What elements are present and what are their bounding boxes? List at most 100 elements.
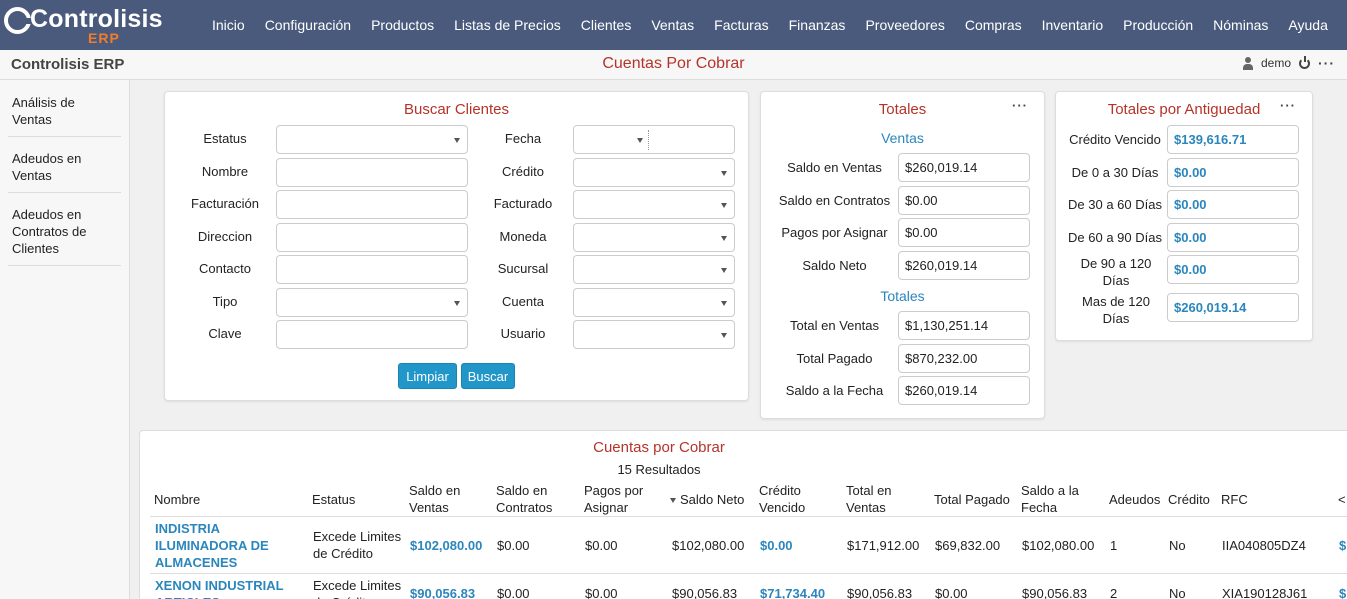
contacto-input[interactable] (276, 255, 468, 284)
col-header-credito[interactable]: Crédito (1168, 492, 1210, 507)
sidebar-item-adeudos-en-ventas[interactable]: Adeudos en Ventas (8, 137, 121, 193)
controlisis-logo[interactable]: Controlisis ERP (4, 4, 163, 46)
row-total-en-ventas: $171,912.00 (847, 538, 920, 553)
total-pagado-value: $870,232.00 (898, 344, 1030, 373)
clave-input[interactable] (276, 320, 468, 349)
col-header-saldo-en-ventas[interactable]: Saldo en Ventas (409, 483, 461, 515)
row-adeudos: 1 (1110, 538, 1118, 553)
label-saldo-neto: Saldo Neto (802, 258, 867, 273)
nav-productos[interactable]: Productos (371, 17, 435, 33)
90-120-dias-value: $0.00 (1167, 255, 1299, 284)
nav-nominas[interactable]: Nóminas (1213, 17, 1269, 33)
col-header-credito-vencido[interactable]: Crédito Vencido (759, 483, 806, 515)
usuario-select[interactable] (573, 320, 735, 349)
nav-compras[interactable]: Compras (964, 17, 1022, 33)
user-icon[interactable] (1242, 56, 1253, 70)
label-0-30-dias: De 0 a 30 Días (1071, 165, 1159, 180)
tipo-select[interactable] (276, 288, 468, 317)
nombre-input[interactable] (276, 158, 468, 187)
row-credito: No (1169, 538, 1186, 553)
label-contacto: Contacto (198, 261, 252, 276)
label-moneda: Moneda (499, 229, 547, 244)
saldo-a-la-fecha-value: $260,019.14 (898, 376, 1030, 405)
col-header-total-en-ventas[interactable]: Total en Ventas (846, 483, 892, 515)
row-adeudos: 2 (1110, 586, 1118, 599)
row-nombre[interactable]: XENON INDUSTRIAL ARTICLES (155, 578, 284, 599)
limpiar-button[interactable]: Limpiar (398, 363, 457, 389)
ventas-heading: Ventas (881, 130, 924, 146)
col-header-total-pagado[interactable]: Total Pagado (934, 492, 1010, 507)
buscar-button[interactable]: Buscar (461, 363, 515, 389)
row-saldo-en-ventas[interactable]: $90,056.83 (410, 586, 476, 599)
fecha-select[interactable] (573, 125, 735, 154)
row-credito-vencido[interactable]: $0.00 (760, 538, 793, 553)
nav-inicio[interactable]: Inicio (212, 17, 245, 33)
row-saldo-neto: $90,056.83 (672, 586, 738, 599)
logo-text: Controlisis (30, 5, 163, 33)
antiguedad-title: Totales por Antiguedad (1107, 101, 1261, 118)
credito-select[interactable] (573, 158, 735, 187)
nav-ayuda[interactable]: Ayuda (1288, 17, 1328, 33)
row-credito-vencido[interactable]: $71,734.40 (760, 586, 826, 599)
row-extra[interactable]: $ (1339, 586, 1347, 599)
totales-title: Totales (878, 101, 927, 118)
sidebar-item-analisis-de-ventas[interactable]: Análisis de Ventas (8, 80, 121, 137)
row-rfc: XIA190128J61 (1222, 586, 1308, 599)
facturacion-input[interactable] (276, 190, 468, 219)
direccion-input[interactable] (276, 223, 468, 252)
row-total-pagado: $0.00 (935, 586, 968, 599)
nav-finanzas[interactable]: Finanzas (788, 17, 846, 33)
estatus-select[interactable] (276, 125, 468, 154)
moneda-select[interactable] (573, 223, 735, 252)
antiguedad-menu-icon[interactable]: ··· (1280, 98, 1296, 113)
label-pagos-por-asignar: Pagos por Asignar (781, 225, 888, 240)
row-saldo-en-contratos: $0.00 (497, 586, 530, 599)
total-en-ventas-value: $1,130,251.14 (898, 311, 1030, 340)
col-header-adeudos[interactable]: Adeudos (1109, 492, 1161, 507)
username[interactable]: demo (1260, 56, 1291, 70)
nav-listas-de-precios[interactable]: Listas de Precios (454, 17, 561, 33)
col-header-saldo-a-la-fecha[interactable]: Saldo a la Fecha (1021, 483, 1079, 515)
col-header-saldo-neto[interactable]: Saldo Neto (670, 491, 754, 508)
col-header-pagos-por-asignar[interactable]: Pagos por Asignar (584, 483, 644, 515)
label-total-pagado: Total Pagado (796, 351, 873, 366)
row-estatus: Excede Limites de Crédito (313, 529, 402, 561)
nav-inventario[interactable]: Inventario (1041, 17, 1104, 33)
label-nombre: Nombre (201, 164, 249, 179)
label-facturacion: Facturación (191, 196, 259, 211)
sidebar: Análisis de Ventas Adeudos en Ventas Ade… (0, 80, 130, 599)
nav-produccion[interactable]: Producción (1123, 17, 1194, 33)
row-saldo-a-la-fecha: $102,080.00 (1022, 538, 1095, 553)
cuenta-select[interactable] (573, 288, 735, 317)
sidebar-item-adeudos-en-contratos[interactable]: Adeudos en Contratos de Clientes (8, 193, 121, 266)
more-options-icon[interactable]: ··· (1318, 55, 1335, 71)
label-60-90-dias: De 60 a 90 Días (1068, 230, 1162, 245)
label-clave: Clave (208, 326, 242, 341)
nav-ventas[interactable]: Ventas (651, 17, 695, 33)
row-extra[interactable]: $ (1339, 538, 1347, 553)
row-saldo-en-contratos: $0.00 (497, 538, 530, 553)
power-icon[interactable] (1299, 55, 1310, 69)
nav-facturas[interactable]: Facturas (714, 17, 769, 33)
col-header-rfc[interactable]: RFC (1221, 492, 1248, 507)
nav-configuracion[interactable]: Configuración (264, 17, 352, 33)
nav-proveedores[interactable]: Proveedores (865, 17, 945, 33)
logo-c-mark (4, 7, 33, 34)
col-header-more[interactable]: < (1338, 492, 1346, 507)
col-header-nombre[interactable]: Nombre (154, 492, 201, 507)
label-tipo: Tipo (212, 294, 238, 309)
row-nombre[interactable]: INDISTRIA ILUMINADORA DE ALMACENES (155, 521, 269, 570)
results-panel (139, 430, 1347, 599)
0-30-dias-value: $0.00 (1167, 158, 1299, 187)
facturado-select[interactable] (573, 190, 735, 219)
label-credito-vencido: Crédito Vencido (1069, 132, 1161, 147)
row-rfc: IIA040805DZ4 (1222, 538, 1306, 553)
col-header-saldo-en-contratos[interactable]: Saldo en Contratos (496, 483, 553, 515)
nav-clientes[interactable]: Clientes (580, 17, 632, 33)
label-fecha: Fecha (504, 131, 542, 146)
sucursal-select[interactable] (573, 255, 735, 284)
row-saldo-en-ventas[interactable]: $102,080.00 (410, 538, 483, 553)
saldo-en-ventas-value: $260,019.14 (898, 153, 1030, 182)
col-header-estatus[interactable]: Estatus (312, 492, 356, 507)
totales-menu-icon[interactable]: ··· (1012, 98, 1028, 113)
